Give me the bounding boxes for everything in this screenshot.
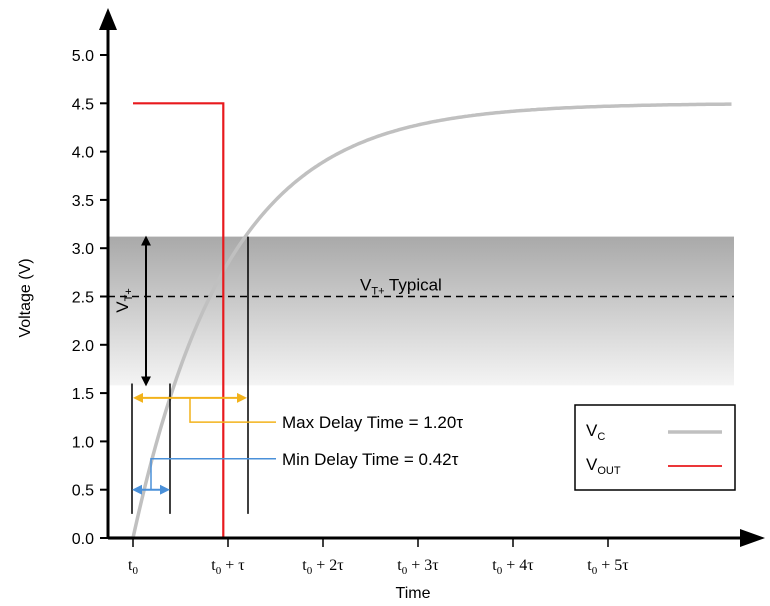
x-tick-label-suffix: + τ	[221, 557, 245, 574]
series-vc-line	[109, 102, 732, 540]
x-tick-label-sub: 0	[216, 565, 222, 577]
x-axis-title: Time	[396, 585, 431, 602]
x-tick-label: t0 + 5τ	[587, 557, 629, 577]
vt-typical-label-sub: T+	[371, 286, 384, 298]
x-tick-label-base: t	[492, 557, 497, 574]
legend-label-vc-sub: C	[597, 431, 605, 443]
x-tick-label: t0 + 2τ	[302, 557, 344, 577]
y-axis-title: Voltage (V)	[17, 258, 34, 337]
x-tick-label-sub: 0	[402, 565, 408, 577]
x-tick-label-sub: 0	[307, 565, 313, 577]
x-tick-label-sub: 0	[592, 565, 598, 577]
x-tick-label-base: t	[397, 557, 402, 574]
vt-plus-label: VT+	[113, 288, 135, 313]
legend-label-vc: VC	[586, 421, 605, 443]
y-tick-label: 2.5	[72, 290, 94, 307]
x-tick-label-suffix: + 4τ	[502, 557, 534, 574]
vt-plus-band	[109, 236, 734, 386]
vt-typical-label-base: V	[360, 276, 372, 295]
x-tick-label-suffix: + 5τ	[597, 557, 629, 574]
min-delay-label: Min Delay Time = 0.42τ	[282, 450, 459, 469]
vt-plus-label-group: VT+	[113, 288, 135, 313]
y-tick-label: 0.0	[72, 531, 94, 548]
y-axis-arrowhead	[99, 8, 117, 30]
y-tick-label: 4.5	[72, 96, 94, 113]
vt-plus-label-sub: T+	[123, 288, 135, 301]
y-tick-label: 1.0	[72, 434, 94, 451]
y-tick-label: 3.5	[72, 193, 94, 210]
x-tick-label-sub: 0	[132, 565, 138, 577]
x-tick-label: t0 + τ	[211, 557, 245, 577]
legend-label-vout-sub: OUT	[597, 465, 621, 477]
legend-label-vc-base: V	[586, 421, 598, 440]
y-tick-label: 3.0	[72, 241, 94, 258]
min-delay-leader	[150, 458, 276, 490]
max-delay-label: Max Delay Time = 1.20τ	[282, 413, 463, 432]
x-tick-label-sub: 0	[497, 565, 503, 577]
legend-label-vout: VOUT	[586, 455, 621, 477]
vt-typical-label: VT+ Typical	[360, 276, 442, 298]
y-tick-label: 1.5	[72, 386, 94, 403]
x-tick-label-suffix: + 2τ	[312, 557, 344, 574]
legend-box	[574, 404, 736, 491]
x-tick-label: t0	[128, 557, 138, 577]
y-tick-label: 5.0	[72, 48, 94, 65]
vt-plus-label-base: V	[113, 301, 132, 313]
x-tick-label-base: t	[211, 557, 216, 574]
x-tick-label: t0 + 4τ	[492, 557, 534, 577]
max-delay-leader	[189, 397, 276, 423]
y-tick-label: 4.0	[72, 145, 94, 162]
legend-label-vout-base: V	[586, 455, 598, 474]
vt-typical-label-suffix: Typical	[385, 276, 442, 295]
x-tick-label-base: t	[302, 557, 307, 574]
x-tick-label-base: t	[128, 557, 133, 574]
x-tick-label-suffix: + 3τ	[407, 557, 439, 574]
y-tick-label: 2.0	[72, 338, 94, 355]
y-tick-label: 0.5	[72, 483, 94, 500]
x-axis-arrowhead	[740, 529, 765, 547]
x-tick-label: t0 + 3τ	[397, 557, 439, 577]
x-tick-label-base: t	[587, 557, 592, 574]
